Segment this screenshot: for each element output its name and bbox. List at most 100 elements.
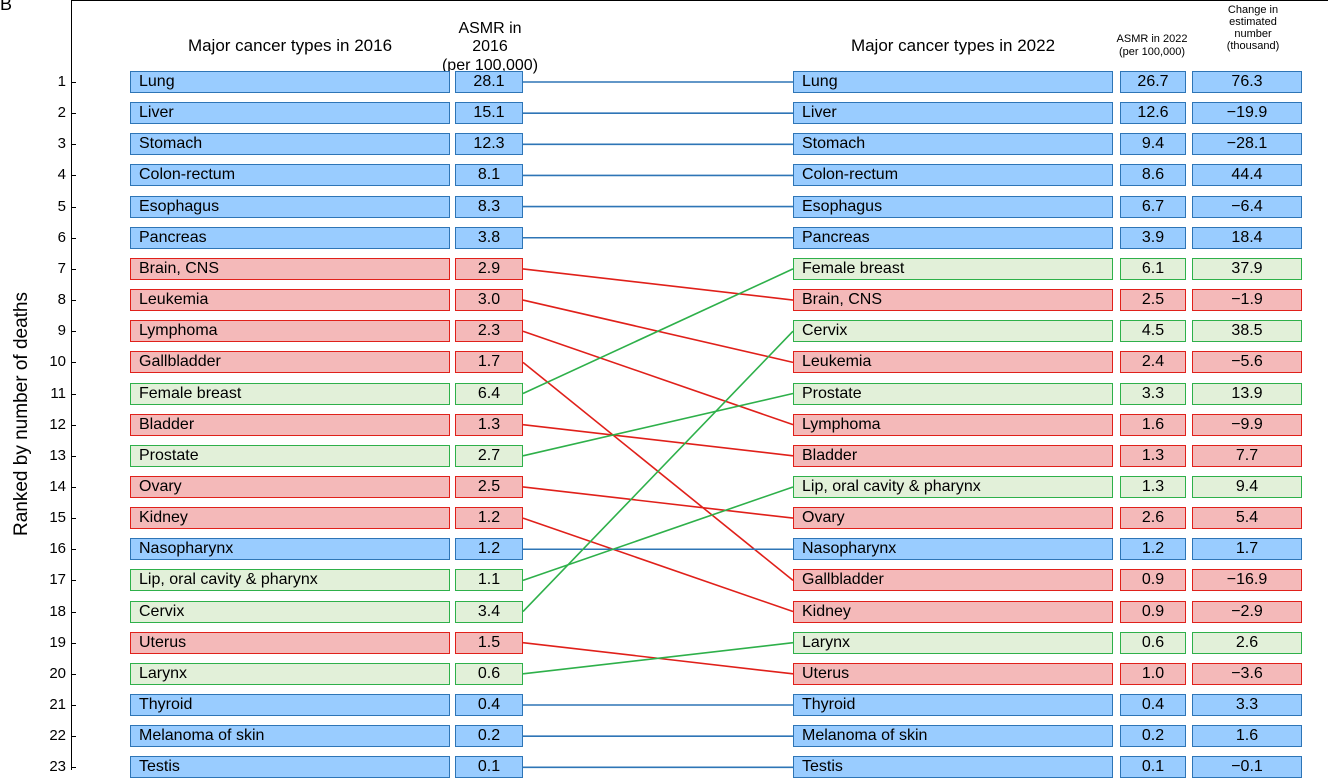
right-name-colon-rectum: Colon-rectum [793, 164, 1113, 186]
rank-label: 22 [49, 727, 66, 745]
left-asmr-kidney: 1.2 [455, 507, 523, 529]
rank-tick [71, 487, 76, 488]
left-name-lung: Lung [130, 71, 450, 93]
right-name-cervix: Cervix [793, 320, 1113, 342]
left-name-larynx: Larynx [130, 663, 450, 685]
right-asmr-liver: 12.6 [1120, 102, 1186, 124]
header-asmr-2022: ASMR in 2022 (per 100,000) [1104, 33, 1200, 58]
rank-label: 15 [49, 509, 66, 527]
rank-tick [71, 113, 76, 114]
right-change-uterus: −3.6 [1192, 663, 1302, 685]
header-change: Change in estimated number (thousand) [1198, 4, 1308, 52]
connector-prostate [522, 392, 794, 457]
left-asmr-lip-oral-cavity-pharynx: 1.1 [455, 569, 523, 591]
left-name-prostate: Prostate [130, 445, 450, 467]
right-name-leukemia: Leukemia [793, 351, 1113, 373]
rank-tick [71, 674, 76, 675]
rank-label: 3 [57, 135, 66, 153]
right-asmr-cervix: 4.5 [1120, 320, 1186, 342]
right-asmr-melanoma-of-skin: 0.2 [1120, 725, 1186, 747]
right-name-brain-cns: Brain, CNS [793, 289, 1113, 311]
right-name-lymphoma: Lymphoma [793, 414, 1113, 436]
connector-ovary [522, 486, 794, 519]
connector-brain-cns [522, 268, 794, 301]
header-change-line-4: (thousand) [1226, 40, 1280, 52]
right-name-nasopharynx: Nasopharynx [793, 538, 1113, 560]
left-name-thyroid: Thyroid [130, 694, 450, 716]
right-asmr-lymphoma: 1.6 [1120, 414, 1186, 436]
left-asmr-prostate: 2.7 [455, 445, 523, 467]
connector-female-breast [522, 268, 794, 395]
left-asmr-gallbladder: 1.7 [455, 351, 523, 373]
right-asmr-thyroid: 0.4 [1120, 694, 1186, 716]
panel-label: B [0, 0, 13, 14]
rank-tick [71, 238, 76, 239]
rank-label: 6 [57, 228, 66, 246]
rank-label: 1 [57, 73, 66, 90]
right-asmr-kidney: 0.9 [1120, 601, 1186, 623]
top-border [71, 0, 1328, 1]
left-asmr-esophagus: 8.3 [455, 196, 523, 218]
left-name-esophagus: Esophagus [130, 196, 450, 218]
left-name-cervix: Cervix [130, 601, 450, 623]
right-name-lung: Lung [793, 71, 1113, 93]
rank-label: 16 [49, 540, 66, 558]
right-change-larynx: 2.6 [1192, 632, 1302, 654]
rank-label: 18 [49, 602, 66, 620]
right-change-stomach: −28.1 [1192, 133, 1302, 155]
right-change-nasopharynx: 1.7 [1192, 538, 1302, 560]
right-name-pancreas: Pancreas [793, 227, 1113, 249]
left-asmr-leukemia: 3.0 [455, 289, 523, 311]
right-asmr-nasopharynx: 1.2 [1120, 538, 1186, 560]
right-change-testis: −0.1 [1192, 756, 1302, 778]
left-name-lymphoma: Lymphoma [130, 320, 450, 342]
rank-tick [71, 549, 76, 550]
right-change-lung: 76.3 [1192, 71, 1302, 93]
right-change-ovary: 5.4 [1192, 507, 1302, 529]
left-asmr-testis: 0.1 [455, 756, 523, 778]
rank-label: 9 [57, 322, 66, 340]
rank-tick [71, 705, 76, 706]
right-asmr-prostate: 3.3 [1120, 383, 1186, 405]
right-change-cervix: 38.5 [1192, 320, 1302, 342]
right-asmr-lung: 26.7 [1120, 71, 1186, 93]
connector-larynx [522, 641, 794, 675]
rank-label: 7 [57, 259, 66, 277]
left-name-gallbladder: Gallbladder [130, 351, 450, 373]
rank-label: 21 [49, 696, 66, 713]
left-name-liver: Liver [130, 102, 450, 124]
connector-lip-oral-cavity-pharynx [522, 486, 794, 582]
left-asmr-female-breast: 6.4 [455, 383, 523, 405]
rank-tick [71, 456, 76, 457]
rank-label: 12 [49, 415, 66, 433]
header-asmr-2016: ASMR in 2016 (per 100,000) [440, 20, 540, 75]
right-change-bladder: 7.7 [1192, 445, 1302, 467]
header-change-line-2: estimated [1229, 16, 1277, 28]
right-asmr-bladder: 1.3 [1120, 445, 1186, 467]
rank-label: 20 [49, 664, 66, 682]
rank-label: 2 [57, 104, 66, 122]
rank-tick [71, 269, 76, 270]
rank-label: 17 [49, 571, 66, 589]
right-asmr-larynx: 0.6 [1120, 632, 1186, 654]
left-asmr-melanoma-of-skin: 0.2 [455, 725, 523, 747]
left-name-nasopharynx: Nasopharynx [130, 538, 450, 560]
right-change-pancreas: 18.4 [1192, 227, 1302, 249]
rank-tick [71, 394, 76, 395]
right-name-larynx: Larynx [793, 632, 1113, 654]
left-name-leukemia: Leukemia [130, 289, 450, 311]
right-change-prostate: 13.9 [1192, 383, 1302, 405]
right-change-colon-rectum: 44.4 [1192, 164, 1302, 186]
left-asmr-brain-cns: 2.9 [455, 258, 523, 280]
left-name-stomach: Stomach [130, 133, 450, 155]
rank-label: 4 [57, 166, 66, 184]
left-name-bladder: Bladder [130, 414, 450, 436]
connector-kidney [522, 517, 794, 613]
rank-tick [71, 362, 76, 363]
right-change-lymphoma: −9.9 [1192, 414, 1302, 436]
left-asmr-pancreas: 3.8 [455, 227, 523, 249]
right-name-thyroid: Thyroid [793, 694, 1113, 716]
right-asmr-leukemia: 2.4 [1120, 351, 1186, 373]
right-asmr-gallbladder: 0.9 [1120, 569, 1186, 591]
